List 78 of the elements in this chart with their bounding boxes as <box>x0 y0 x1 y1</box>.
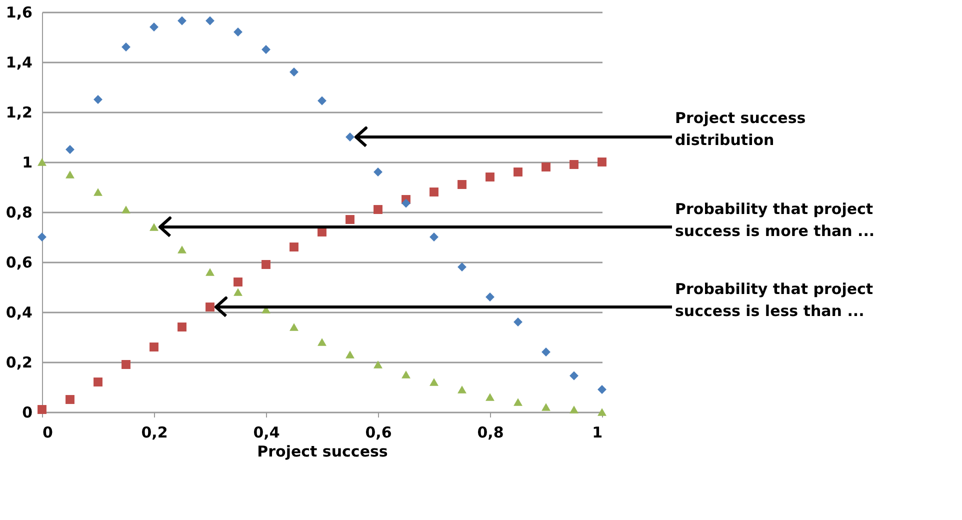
point <box>458 180 466 189</box>
text: Project success distribution <box>675 109 806 149</box>
point <box>374 360 382 368</box>
point <box>66 170 74 178</box>
y-tick-label: 0,4 <box>6 304 32 322</box>
point <box>346 132 354 142</box>
x-tick-label: 0,8 <box>477 424 504 442</box>
point <box>150 342 158 352</box>
point <box>486 292 494 302</box>
point <box>430 378 438 386</box>
point <box>178 16 186 26</box>
point <box>430 188 438 196</box>
y-tick-label: 1,4 <box>6 54 32 72</box>
point <box>122 206 130 214</box>
text: Probability that project success is less than ... <box>675 280 874 320</box>
point <box>234 288 242 296</box>
point <box>458 262 466 272</box>
point <box>38 158 46 166</box>
point <box>290 242 298 252</box>
y-tick-label: 1,2 <box>6 104 32 122</box>
point <box>374 205 382 214</box>
point <box>514 168 522 176</box>
point <box>262 45 270 54</box>
point <box>206 302 214 312</box>
point <box>94 95 102 104</box>
point <box>458 386 466 394</box>
point <box>178 322 186 332</box>
point <box>234 278 242 286</box>
point <box>206 268 214 276</box>
y-tick-label: 0,6 <box>6 254 32 272</box>
y-tick-label: 0,2 <box>6 354 32 372</box>
point <box>598 158 606 166</box>
text: Probability that project success is more than ... <box>675 200 875 240</box>
point <box>150 223 158 231</box>
point <box>94 188 102 196</box>
x-tick-label: 1 <box>592 424 602 442</box>
y-tick-label: 1,6 <box>6 4 32 22</box>
point <box>38 405 46 414</box>
point <box>178 246 186 254</box>
point <box>262 260 270 269</box>
point <box>486 172 494 182</box>
point <box>402 198 410 208</box>
point <box>150 22 158 32</box>
x-tick-label: 0,4 <box>253 424 280 442</box>
point <box>570 371 578 380</box>
point <box>290 323 298 331</box>
point <box>290 68 298 76</box>
point <box>346 215 354 224</box>
point <box>206 16 214 26</box>
point <box>318 96 326 106</box>
point <box>122 360 130 369</box>
point <box>542 162 550 172</box>
point <box>66 395 74 404</box>
point <box>346 350 354 358</box>
point <box>570 406 578 414</box>
y-tick-label: 1 <box>22 154 32 172</box>
point <box>514 318 522 326</box>
point <box>374 168 382 176</box>
x-tick-label: 0 <box>42 424 53 442</box>
point <box>66 145 74 154</box>
point <box>542 403 550 411</box>
point <box>486 393 494 401</box>
x-axis-title: Project success <box>257 442 388 460</box>
point <box>122 42 130 52</box>
point <box>598 385 606 394</box>
point <box>234 28 242 36</box>
point <box>570 160 578 169</box>
point <box>514 398 522 406</box>
point <box>542 348 550 356</box>
point <box>318 338 326 346</box>
point <box>94 378 102 386</box>
x-tick-label: 0,2 <box>141 424 168 442</box>
y-tick-label: 0 <box>22 404 32 422</box>
y-tick-label: 0,8 <box>6 204 32 222</box>
x-tick-label: 0,6 <box>365 424 392 442</box>
point <box>402 370 410 378</box>
point <box>38 232 46 242</box>
point <box>430 232 438 242</box>
